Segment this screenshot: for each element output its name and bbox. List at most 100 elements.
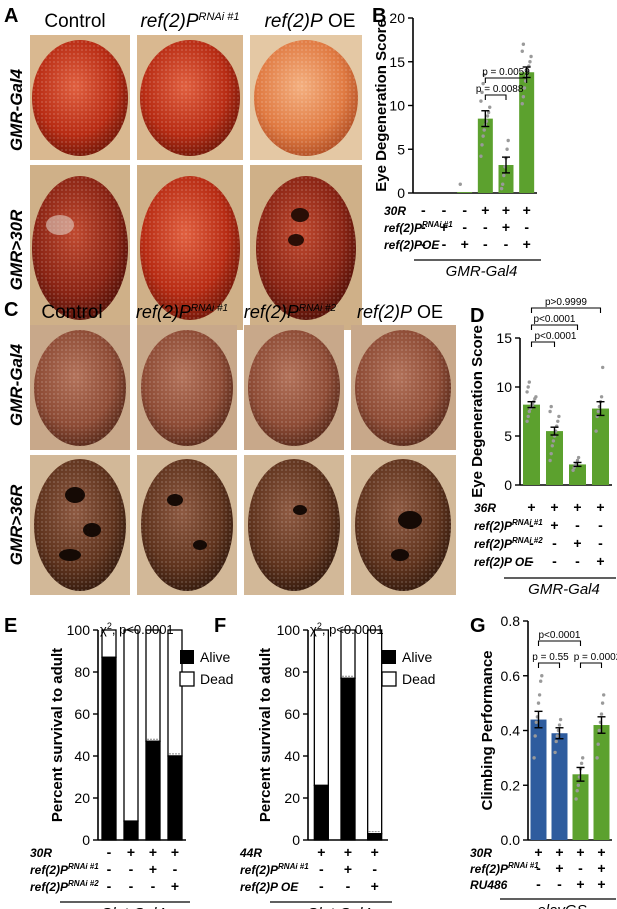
factor-sign: + [149,861,157,877]
panel-a-column-header-1: ref(2)PRNAi #1 [140,11,239,32]
factor-sign: - [107,844,112,860]
factor-sign: + [371,844,379,860]
y-tick-label: 10 [496,379,512,395]
data-point [549,451,553,456]
data-point [579,761,584,766]
bar-alive [145,740,161,841]
panel-c-column-header-0: Control [41,302,102,323]
factor-label: 30R [384,204,406,218]
bar-dead [145,629,161,742]
bar-alive [123,820,139,841]
chart-d: 0 5 10 15 Eye Degeneration Score p>0.9999 p<0.… [469,297,616,598]
data-point [596,742,600,746]
data-point [532,756,536,760]
y-tick-label: 15 [496,330,512,346]
data-point [536,701,541,705]
factor-sign: + [527,499,535,515]
data-point [594,429,598,433]
significance-bracket [530,341,556,347]
y-axis-label: Percent survival to adult [257,648,274,822]
factor-sign: - [529,535,534,551]
factor-sign: + [576,876,584,892]
bar-alive [340,677,356,841]
p-value-label: p = 0.0059 [482,67,530,78]
factor-sign: - [598,535,603,551]
factor-sign: - [529,553,534,569]
y-tick-label: 0 [504,477,512,493]
y-tick-label: 10 [389,98,405,114]
data-point [556,419,560,423]
factor-sign: + [597,844,605,860]
data-point [520,49,524,53]
factor-sign: - [129,861,134,877]
p-value-label: p = 0.0088 [476,84,524,95]
bar-alive [101,656,117,841]
data-point [486,110,491,115]
y-tick-label: 0.0 [501,832,521,848]
y-tick-label: 0 [82,832,90,848]
factor-sign: - [578,860,583,876]
factor-sign: - [151,878,156,894]
svg-text:ref(2)PRNAi #2: ref(2)PRNAi #2 [244,302,337,322]
svg-text:ref(2)P OE: ref(2)P OE [265,11,356,32]
data-point [548,458,552,463]
data-point [596,409,600,414]
data-point [534,395,538,399]
factor-label: ref(2)PRNAi #2 [30,879,99,894]
data-point [480,90,484,95]
panel-c-row-label-0: GMR-Gal4 [7,343,26,426]
panel-a-row-label-0: GMR-Gal4 [7,68,26,151]
data-point [506,138,510,143]
data-point [550,444,554,448]
factor-sign: + [555,844,563,860]
factor-sign: - [107,861,112,877]
factor-sign: + [596,553,604,569]
bar [530,719,547,840]
data-point [521,42,526,46]
stat-label: χ2, p<0.0001 [310,621,384,637]
data-point [481,134,485,138]
bar [592,408,609,485]
y-tick-label: 0.8 [501,613,521,629]
data-point [525,419,529,423]
legend-swatch-dead [179,671,195,687]
bar [546,431,563,485]
factor-sign: - [504,236,509,252]
data-point [551,439,556,443]
bar [551,733,568,840]
data-point [526,414,530,419]
data-point [597,728,601,733]
y-tick-label: 20 [74,790,90,806]
data-point [557,723,562,727]
data-point [576,455,581,460]
bar [457,192,473,193]
legend-label-alive: Alive [200,649,231,665]
bar-dead [123,629,139,822]
factor-sign: - [552,553,557,569]
panel-c-column-header-1: ref(2)PRNAi #1 [136,302,228,322]
data-point [553,750,557,755]
data-point [595,756,599,760]
factor-sign: - [483,219,488,235]
significance-bracket [537,662,561,668]
factor-sign: + [597,860,605,876]
svg-text:ref(2)PRNAi #1: ref(2)PRNAi #1 [136,302,228,322]
driver-label: GMR-Gal4 [528,581,600,598]
factor-sign: + [371,878,379,894]
factor-sign: - [442,202,447,218]
data-point [529,54,533,59]
p-value-label: p<0.0001 [539,630,581,641]
p-value-label: p<0.0001 [535,331,577,342]
driver-label: vGlut-Gal4 [93,905,165,909]
data-point [599,395,604,399]
y-tick-label: 0.6 [501,668,521,684]
y-tick-label: 15 [389,54,405,70]
legend-label-dead: Dead [200,671,233,687]
factor-sign: - [575,553,580,569]
factor-sign: - [552,535,557,551]
factor-sign: + [555,860,563,876]
data-point [601,365,605,370]
factor-sign: - [421,202,426,218]
bar [498,165,514,193]
